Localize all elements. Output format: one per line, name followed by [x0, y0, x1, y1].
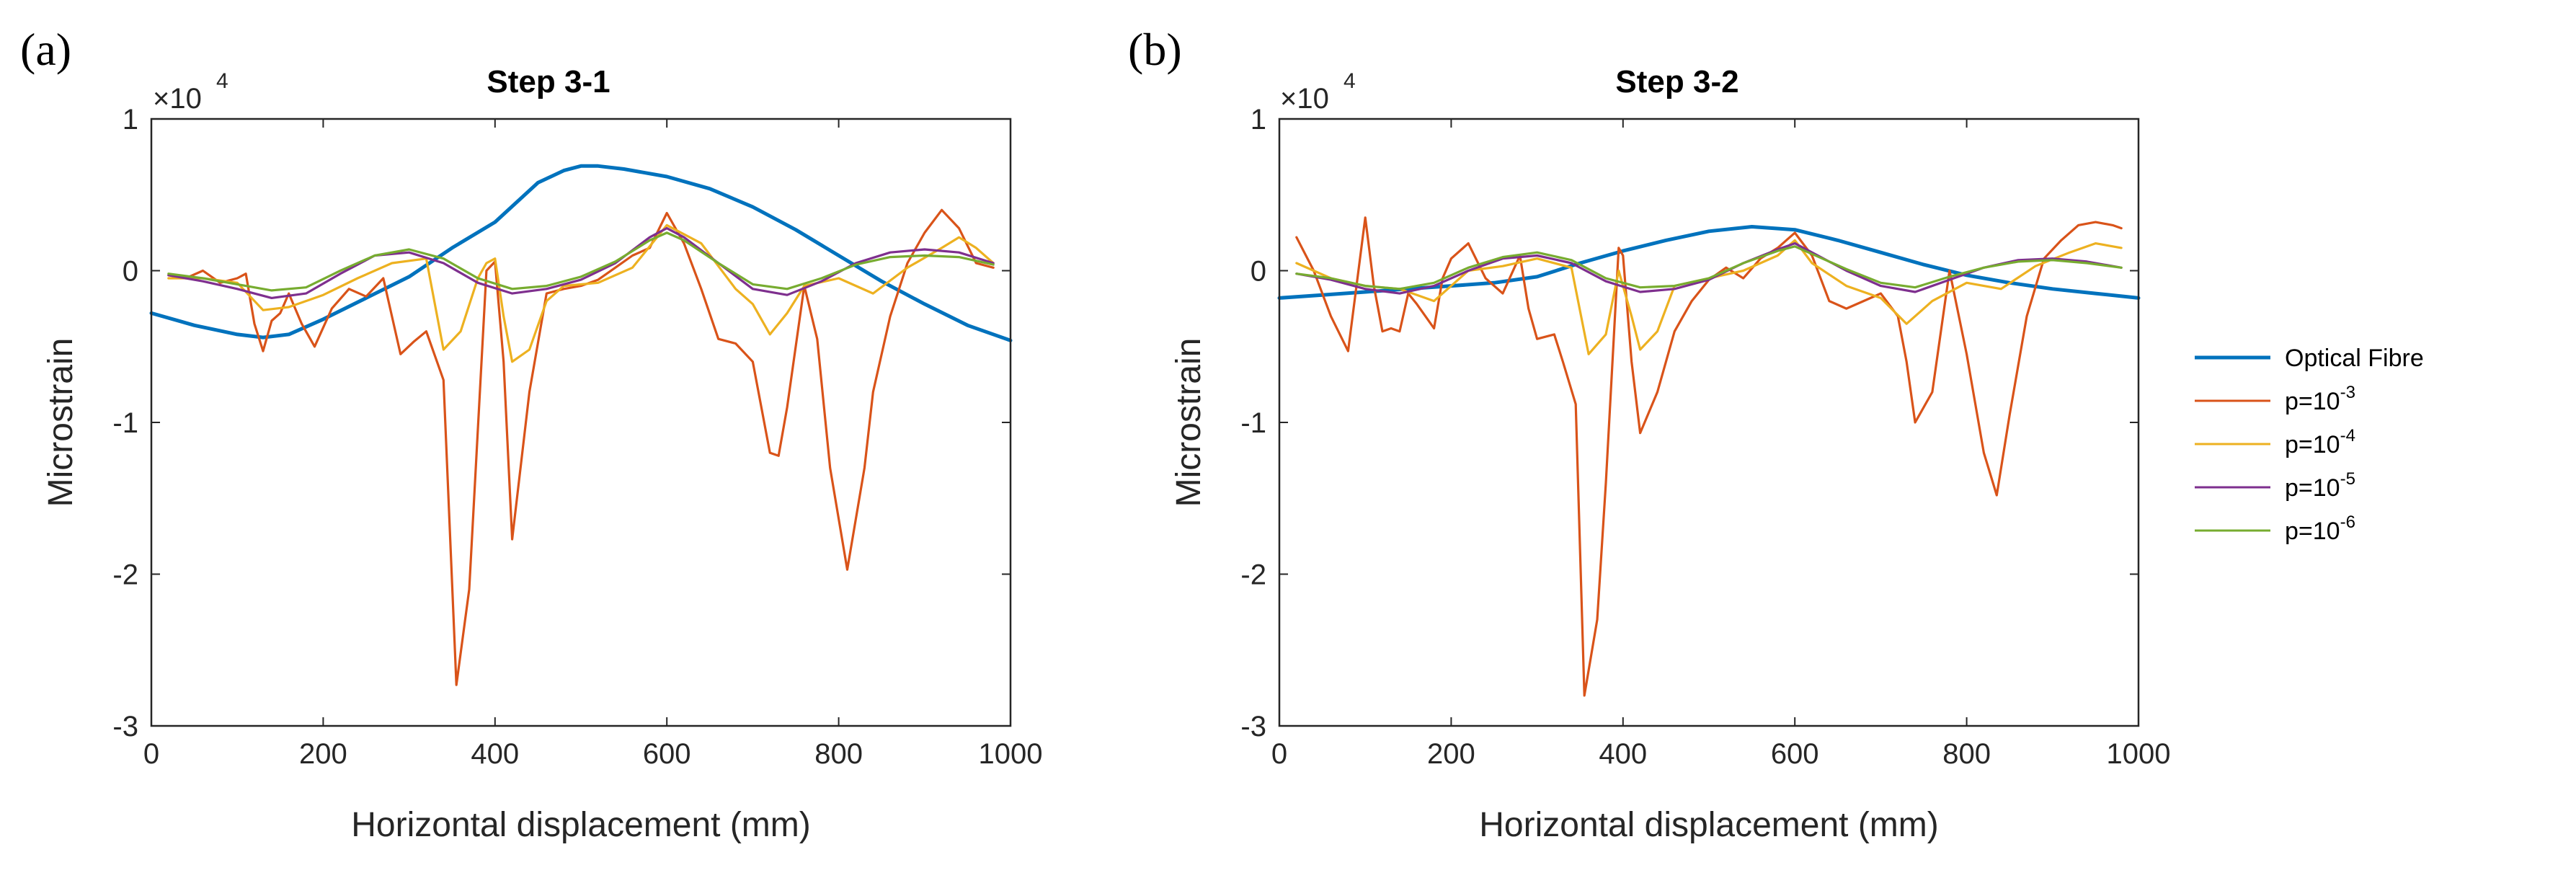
panel-a-xtick-label: 400 — [471, 738, 519, 770]
panel-b-ticks: 0 200 400 600 800 1000 -3 -2 -1 0 1 — [1240, 104, 2170, 770]
panel-b-multiplier-exp: 4 — [1343, 69, 1356, 93]
legend-item-optical-fibre: Optical Fibre — [2195, 345, 2424, 372]
legend: Optical Fibre p=10-3 p=10-4 p=10-5 p=10-… — [2195, 345, 2424, 545]
panel-b-ytick-label: -3 — [1240, 711, 1266, 742]
legend-label-p-1e-4: p=10-4 — [2285, 426, 2355, 458]
panel-b-xtick-label: 800 — [1942, 738, 1991, 770]
panel-b-xtick-label: 600 — [1771, 738, 1819, 770]
legend-item-p-1e-3: p=10-3 — [2195, 383, 2355, 415]
panel-a-series-p-10-4 — [167, 223, 995, 363]
panel-b-xtick-label: 400 — [1599, 738, 1647, 770]
panel-b-title: Step 3-2 — [1615, 64, 1738, 99]
panel-a-ytick-label: -1 — [112, 407, 138, 439]
legend-item-p-1e-5: p=10-5 — [2195, 469, 2355, 502]
panel-a-ytick-label: -3 — [112, 711, 138, 742]
legend-label-optical-fibre: Optical Fibre — [2285, 345, 2424, 372]
panel-b-ytick-label: 0 — [1251, 256, 1266, 288]
panel-b-xlabel: Horizontal displacement (mm) — [1479, 806, 1939, 844]
panel-a-xlabel: Horizontal displacement (mm) — [351, 806, 811, 844]
panel-a-label: (a) — [20, 24, 71, 75]
panel-b-multiplier-base: ×10 — [1280, 83, 1329, 115]
panel-b-label: (b) — [1128, 24, 1182, 75]
panel-b-ytick-label: 1 — [1251, 104, 1266, 136]
panel-b-series-p-10-6 — [1295, 245, 2123, 291]
panel-b-series-p-10-3 — [1295, 216, 2123, 697]
panel-b-lines — [1277, 216, 2141, 697]
panel-a-ticks: 0 200 400 600 800 1000 -3 -2 -1 0 1 — [112, 104, 1042, 770]
panel-b-step-3-2: (b) Step 3-2 ×10 4 0 200 400 600 800 1000 -3 -2… — [1128, 24, 2170, 844]
legend-item-p-1e-4: p=10-4 — [2195, 426, 2355, 458]
panel-a-multiplier-exp: 4 — [216, 69, 228, 93]
panel-a-xtick-label: 1000 — [979, 738, 1043, 770]
legend-label-p-1e-5: p=10-5 — [2285, 469, 2355, 502]
panel-a-series-p-10-6 — [167, 231, 995, 292]
panel-a-xtick-label: 800 — [814, 738, 863, 770]
panel-b-xtick-label: 1000 — [2107, 738, 2171, 770]
panel-a-multiplier: ×10 4 — [153, 69, 228, 115]
panel-a-ylabel: Microstrain — [42, 338, 80, 507]
panel-a-series-optical-fibre — [149, 164, 1013, 342]
panel-a-multiplier-base: ×10 — [153, 83, 202, 115]
panel-b-axes-box — [1278, 117, 2140, 727]
panel-b-ylabel: Microstrain — [1170, 338, 1208, 507]
panel-a-ytick-label: 1 — [123, 104, 138, 136]
panel-a-title: Step 3-1 — [487, 64, 610, 99]
panel-a-ytick-label: -2 — [112, 559, 138, 591]
panel-b-xtick-label: 200 — [1427, 738, 1475, 770]
legend-item-p-1e-6: p=10-6 — [2195, 513, 2355, 545]
panel-a-axes-box — [150, 117, 1012, 727]
panel-b-multiplier: ×10 4 — [1280, 69, 1356, 115]
panel-a-xtick-label: 600 — [643, 738, 691, 770]
legend-label-p-1e-3: p=10-3 — [2285, 383, 2355, 415]
panel-b-ytick-label: -2 — [1240, 559, 1266, 591]
panel-a-lines — [149, 164, 1013, 686]
panel-a-step-3-1: (a) Step 3-1 ×10 4 0 200 400 600 800 1000 -3 -2… — [20, 24, 1042, 844]
panel-b-series-p-10-4 — [1295, 239, 2123, 355]
legend-label-p-1e-6: p=10-6 — [2285, 513, 2355, 545]
panel-a-series-p-10-3 — [167, 208, 995, 686]
panel-b-ytick-label: -1 — [1240, 407, 1266, 439]
panel-a-xtick-label: 200 — [299, 738, 347, 770]
panel-b-xtick-label: 0 — [1271, 738, 1287, 770]
panel-a-xtick-label: 0 — [143, 738, 159, 770]
panel-a-ytick-label: 0 — [123, 256, 138, 288]
